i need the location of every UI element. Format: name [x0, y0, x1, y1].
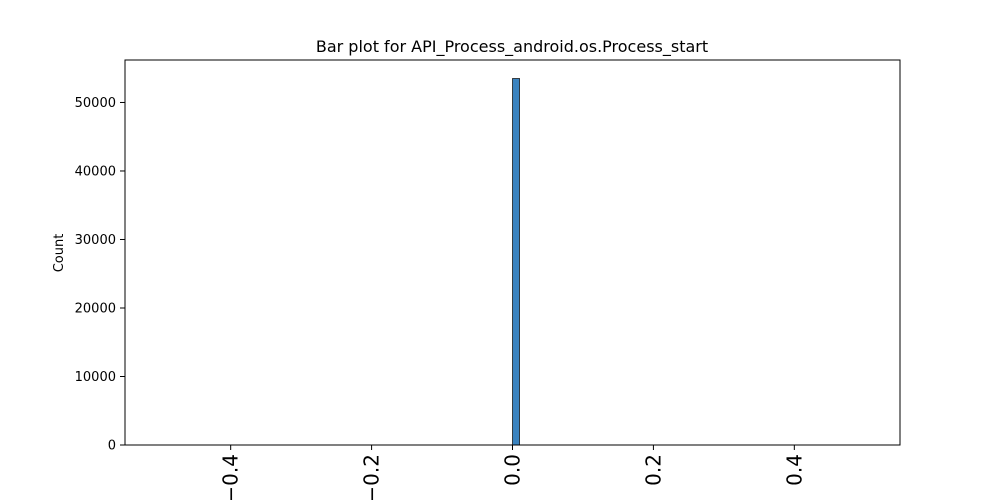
x-tick-label-4: 0.4 [782, 454, 806, 486]
x-tick-label-1: −0.2 [360, 454, 384, 500]
x-tick-label-0: −0.4 [219, 454, 243, 500]
x-tick-label-2: 0.0 [501, 454, 525, 486]
y-axis-label: Count [52, 234, 67, 273]
y-tick-label-0: 0 [108, 439, 116, 454]
x-axis-ticks: −0.4 −0.2 0.0 0.2 0.4 [219, 445, 806, 500]
bar-0 [512, 78, 520, 446]
bars-group [512, 78, 520, 446]
chart-title: Bar plot for API_Process_android.os.Proc… [316, 37, 708, 57]
y-axis-ticks: 0 10000 20000 30000 40000 50000 [75, 96, 125, 454]
plot-frame [124, 59, 901, 446]
y-tick-label-5: 50000 [75, 96, 116, 111]
y-tick-label-2: 20000 [75, 301, 116, 316]
y-tick-label-1: 10000 [75, 370, 116, 385]
x-tick-label-3: 0.2 [641, 454, 665, 486]
y-tick-label-4: 40000 [75, 164, 116, 179]
y-tick-label-3: 30000 [75, 233, 116, 248]
